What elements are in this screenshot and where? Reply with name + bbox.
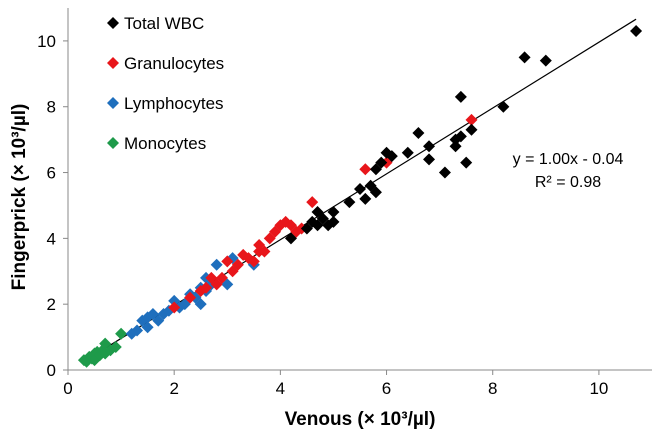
y-tick-label: 0 bbox=[47, 361, 56, 380]
data-point bbox=[465, 113, 478, 126]
data-point bbox=[359, 192, 372, 205]
data-point bbox=[221, 255, 234, 268]
data-point bbox=[518, 51, 531, 64]
legend-label: Lymphocytes bbox=[124, 94, 224, 113]
data-point bbox=[200, 281, 213, 294]
legend-marker bbox=[107, 97, 119, 109]
data-point bbox=[465, 123, 478, 136]
x-tick-label: 10 bbox=[589, 379, 608, 398]
y-axis-label: Fingerprick (× 10³/µl) bbox=[9, 104, 30, 291]
data-point bbox=[258, 245, 271, 258]
data-point bbox=[423, 153, 436, 166]
data-point bbox=[539, 54, 552, 67]
data-point bbox=[375, 156, 388, 169]
x-tick-label: 2 bbox=[169, 379, 178, 398]
series-monocytes bbox=[77, 327, 128, 368]
y-tick-label: 10 bbox=[37, 32, 56, 51]
data-point bbox=[247, 255, 260, 268]
data-point bbox=[284, 232, 297, 245]
data-point bbox=[454, 90, 467, 103]
data-point bbox=[423, 140, 436, 153]
y-tick-label: 8 bbox=[47, 98, 56, 117]
r-squared-label: R² = 0.98 bbox=[535, 174, 601, 191]
data-point bbox=[327, 215, 340, 228]
data-point bbox=[168, 301, 181, 314]
y-tick-label: 6 bbox=[47, 164, 56, 183]
legend-marker bbox=[107, 17, 119, 29]
series-granulocytes bbox=[168, 113, 478, 314]
data-point bbox=[359, 163, 372, 176]
data-point bbox=[194, 298, 207, 311]
plot-area: 0 2 4 6 8 10 0 2 4 6 8 10 bbox=[37, 8, 652, 398]
data-point bbox=[497, 100, 510, 113]
y-axis-ticks: 0 2 4 6 8 10 bbox=[37, 32, 68, 380]
data-point bbox=[630, 25, 643, 38]
data-point bbox=[354, 183, 366, 195]
data-point bbox=[412, 127, 425, 140]
legend-marker bbox=[107, 137, 119, 149]
x-tick-label: 4 bbox=[276, 379, 285, 398]
data-points bbox=[77, 25, 643, 368]
x-axis-label: Venous (× 10³/µl) bbox=[285, 409, 436, 430]
trendline-equation: y = 1.00x - 0.04 bbox=[513, 151, 624, 168]
x-tick-label: 8 bbox=[488, 379, 497, 398]
x-tick-label: 6 bbox=[382, 379, 391, 398]
data-point bbox=[327, 206, 340, 219]
data-point bbox=[115, 327, 128, 340]
data-point bbox=[231, 258, 244, 271]
legend-label: Total WBC bbox=[124, 14, 204, 33]
data-point bbox=[438, 166, 451, 179]
data-point bbox=[306, 196, 319, 209]
data-point bbox=[109, 340, 122, 353]
data-point bbox=[369, 186, 382, 199]
series-total-wbc bbox=[284, 25, 643, 245]
x-tick-label: 0 bbox=[63, 379, 72, 398]
data-point bbox=[184, 291, 197, 304]
x-axis-ticks: 0 2 4 6 8 10 bbox=[63, 370, 608, 398]
data-point bbox=[343, 196, 356, 209]
data-point bbox=[210, 258, 223, 271]
data-point bbox=[449, 140, 462, 153]
data-point bbox=[311, 206, 324, 219]
data-point bbox=[131, 324, 144, 337]
data-point bbox=[401, 146, 414, 159]
data-point bbox=[215, 271, 228, 284]
data-point bbox=[385, 150, 398, 163]
legend-label: Granulocytes bbox=[124, 54, 224, 73]
legend-label: Monocytes bbox=[124, 134, 206, 153]
data-point bbox=[141, 321, 154, 334]
data-point bbox=[454, 130, 467, 143]
legend-marker bbox=[107, 57, 119, 69]
data-point bbox=[460, 156, 473, 169]
y-tick-label: 2 bbox=[47, 295, 56, 314]
legend: Total WBC Granulocytes Lymphocytes Monocyte… bbox=[107, 14, 224, 153]
y-tick-label: 4 bbox=[47, 229, 56, 248]
